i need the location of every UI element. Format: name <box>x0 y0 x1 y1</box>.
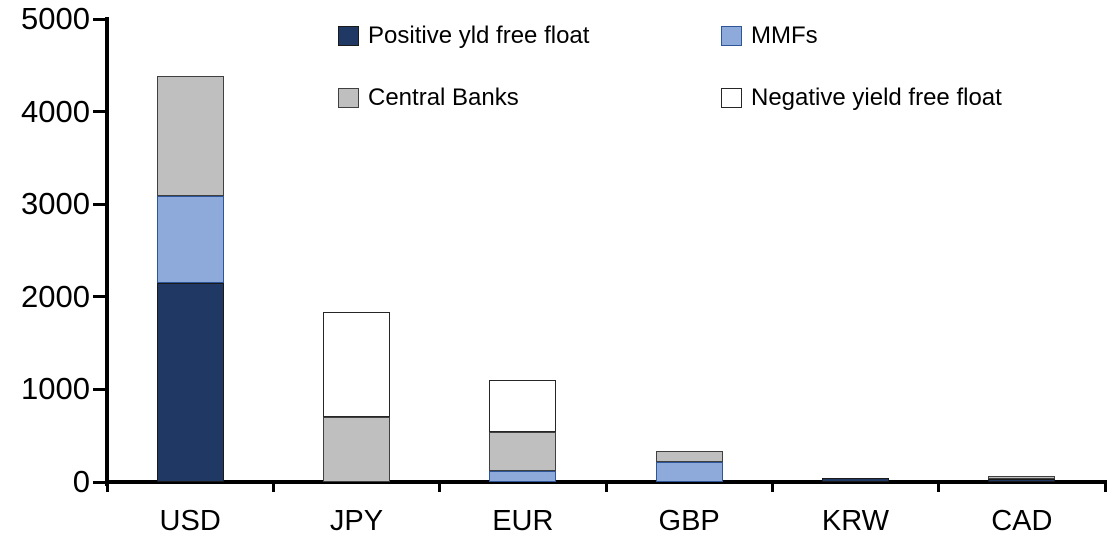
x-axis-tick <box>604 482 608 492</box>
legend-swatch-negative-yield-free-float <box>721 88 742 108</box>
bar-gbp-mmfs <box>655 461 723 482</box>
bar-eur-negative-yield-free-float <box>489 380 557 432</box>
bar-gbp-central-banks <box>655 450 723 462</box>
x-axis-label: JPY <box>329 505 384 537</box>
legend-swatch-positive-yld-free-float <box>338 26 359 46</box>
x-axis-label: KRW <box>821 505 890 537</box>
legend-label-positive-yld-free-float: Positive yld free float <box>368 22 590 49</box>
bar-cad-positive-yld-free-float <box>988 479 1056 482</box>
y-axis-tick <box>93 295 106 299</box>
y-axis-tick-label: 4000 <box>21 93 90 129</box>
x-axis-tick <box>1103 482 1107 492</box>
y-axis-line <box>105 17 109 486</box>
y-axis-tick <box>93 202 106 206</box>
y-axis-tick-label: 1000 <box>21 371 90 407</box>
x-axis-label: CAD <box>991 505 1053 537</box>
bar-cad-central-banks <box>988 475 1056 480</box>
legend-item-positive-yld-free-float: Positive yld free float <box>338 22 589 50</box>
legend-item-mmfs: MMFs <box>721 22 818 50</box>
legend-label-mmfs: MMFs <box>751 22 818 49</box>
legend-item-negative-yield-free-float: Negative yield free float <box>721 84 1002 112</box>
bar-jpy-central-banks <box>323 417 390 482</box>
bar-usd-positive-yld-free-float <box>156 282 224 482</box>
legend-swatch-mmfs <box>721 26 742 46</box>
x-axis-tick <box>937 482 941 492</box>
x-axis-tick <box>105 482 109 492</box>
x-axis-label: USD <box>159 505 221 537</box>
x-axis-label: EUR <box>492 505 554 537</box>
y-axis-tick <box>93 387 106 391</box>
bar-eur-mmfs <box>489 470 557 482</box>
y-axis-tick <box>93 480 106 484</box>
y-axis-tick-label: 5000 <box>21 1 90 36</box>
y-axis-tick <box>93 110 106 114</box>
bar-eur-central-banks <box>489 431 557 471</box>
y-axis-tick-label: 2000 <box>21 278 90 314</box>
bar-usd-mmfs <box>156 195 224 283</box>
legend-item-central-banks: Central Banks <box>338 84 519 112</box>
x-axis-tick <box>770 482 774 492</box>
legend-label-negative-yield-free-float: Negative yield free float <box>751 84 1002 111</box>
y-axis-tick-label: 3000 <box>21 186 90 222</box>
x-axis-tick <box>438 482 442 492</box>
x-axis-tick <box>271 482 275 492</box>
bar-jpy-negative-yield-free-float <box>323 311 390 418</box>
bar-krw-positive-yld-free-float <box>822 477 889 482</box>
x-axis-label: GBP <box>658 505 720 537</box>
y-axis-tick-label: 0 <box>72 464 90 499</box>
legend-label-central-banks: Central Banks <box>368 84 519 111</box>
y-axis-tick <box>93 17 106 21</box>
legend-swatch-central-banks <box>338 88 359 108</box>
bar-usd-central-banks <box>156 76 224 196</box>
